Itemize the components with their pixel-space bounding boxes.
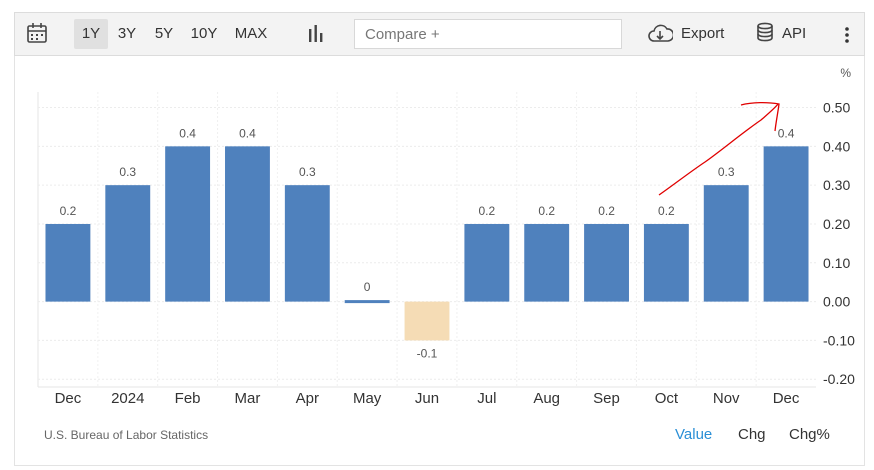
cloud-download-icon <box>648 24 673 42</box>
data-label: 0.2 <box>60 204 77 218</box>
bar-mar-3[interactable] <box>225 146 270 302</box>
bar-nov-11[interactable] <box>703 185 749 302</box>
x-tick-label: Dec <box>55 390 82 407</box>
y-tick-label: 0.40 <box>823 138 850 154</box>
calendar-icon[interactable] <box>27 13 47 55</box>
x-tick-label: 2024 <box>111 390 144 407</box>
y-tick-label: -0.10 <box>823 332 855 348</box>
y-tick-label: 0.20 <box>823 216 850 232</box>
vertical-dots-icon[interactable] <box>843 13 851 55</box>
range-3y-button[interactable]: 3Y <box>117 25 137 42</box>
data-label: 0 <box>364 280 371 294</box>
range-10y-button[interactable]: 10Y <box>190 25 218 42</box>
y-tick-label: -0.20 <box>823 371 855 387</box>
chart-toolbar: 1Y 3Y 5Y 10Y MAX Export API <box>14 12 865 56</box>
range-1y-button[interactable]: 1Y <box>74 19 108 49</box>
hand-drawn-arrow-annotation <box>658 101 780 196</box>
x-tick-label: Dec <box>773 390 800 407</box>
data-label: 0.3 <box>299 165 316 179</box>
y-tick-label: 0.30 <box>823 177 850 193</box>
y-axis-unit: % <box>840 66 851 80</box>
y-tick-label: 0.50 <box>823 100 850 116</box>
x-tick-label: May <box>353 390 382 407</box>
x-tick-label: Oct <box>655 390 679 407</box>
y-tick-label: 0.00 <box>823 294 850 310</box>
bar-oct-10[interactable] <box>643 223 689 302</box>
api-button[interactable]: API <box>755 13 815 55</box>
x-tick-label: Sep <box>593 390 620 407</box>
chg-toggle[interactable]: Chg <box>738 426 766 443</box>
y-tick-label: 0.10 <box>823 255 850 271</box>
database-icon <box>757 22 773 42</box>
x-tick-label: Jun <box>415 390 439 407</box>
bar-apr-4[interactable] <box>284 185 330 302</box>
data-label: 0.3 <box>119 165 136 179</box>
data-label: 0.4 <box>239 126 256 140</box>
bar-feb-2[interactable] <box>165 146 211 302</box>
bar-chart-icon[interactable] <box>307 13 325 55</box>
data-label: 0.2 <box>479 204 496 218</box>
x-tick-label: Nov <box>713 390 740 407</box>
data-label: 0.4 <box>778 126 795 140</box>
compare-input[interactable] <box>354 19 622 49</box>
range-5y-button[interactable]: 5Y <box>154 25 174 42</box>
source-credit: U.S. Bureau of Labor Statistics <box>44 428 209 442</box>
data-label: 0.2 <box>658 204 675 218</box>
x-tick-label: Mar <box>235 390 261 407</box>
data-label: 0.4 <box>179 126 196 140</box>
bar-jun-6[interactable] <box>404 301 450 341</box>
x-tick-label: Jul <box>477 390 496 407</box>
bar-jul-7[interactable] <box>464 223 510 302</box>
data-label: -0.1 <box>417 346 438 360</box>
bar-sep-9[interactable] <box>584 223 629 302</box>
bar-dec-12[interactable] <box>763 146 809 302</box>
bar-may-5[interactable] <box>344 300 390 304</box>
range-max-button[interactable]: MAX <box>234 25 268 42</box>
export-button[interactable]: Export <box>647 13 727 55</box>
value-toggle[interactable]: Value <box>675 426 713 443</box>
data-label: 0.2 <box>538 204 555 218</box>
data-label: 0.3 <box>718 165 735 179</box>
export-label: Export <box>681 25 725 42</box>
data-label: 0.2 <box>598 204 615 218</box>
api-label: API <box>782 25 807 42</box>
x-tick-label: Aug <box>533 390 560 407</box>
x-tick-label: Apr <box>296 390 319 407</box>
bar-aug-8[interactable] <box>524 223 570 302</box>
bar-2024-1[interactable] <box>105 185 151 302</box>
x-tick-label: Feb <box>175 390 201 407</box>
chgpct-toggle[interactable]: Chg% <box>789 426 830 443</box>
bar-dec-0[interactable] <box>45 223 91 302</box>
